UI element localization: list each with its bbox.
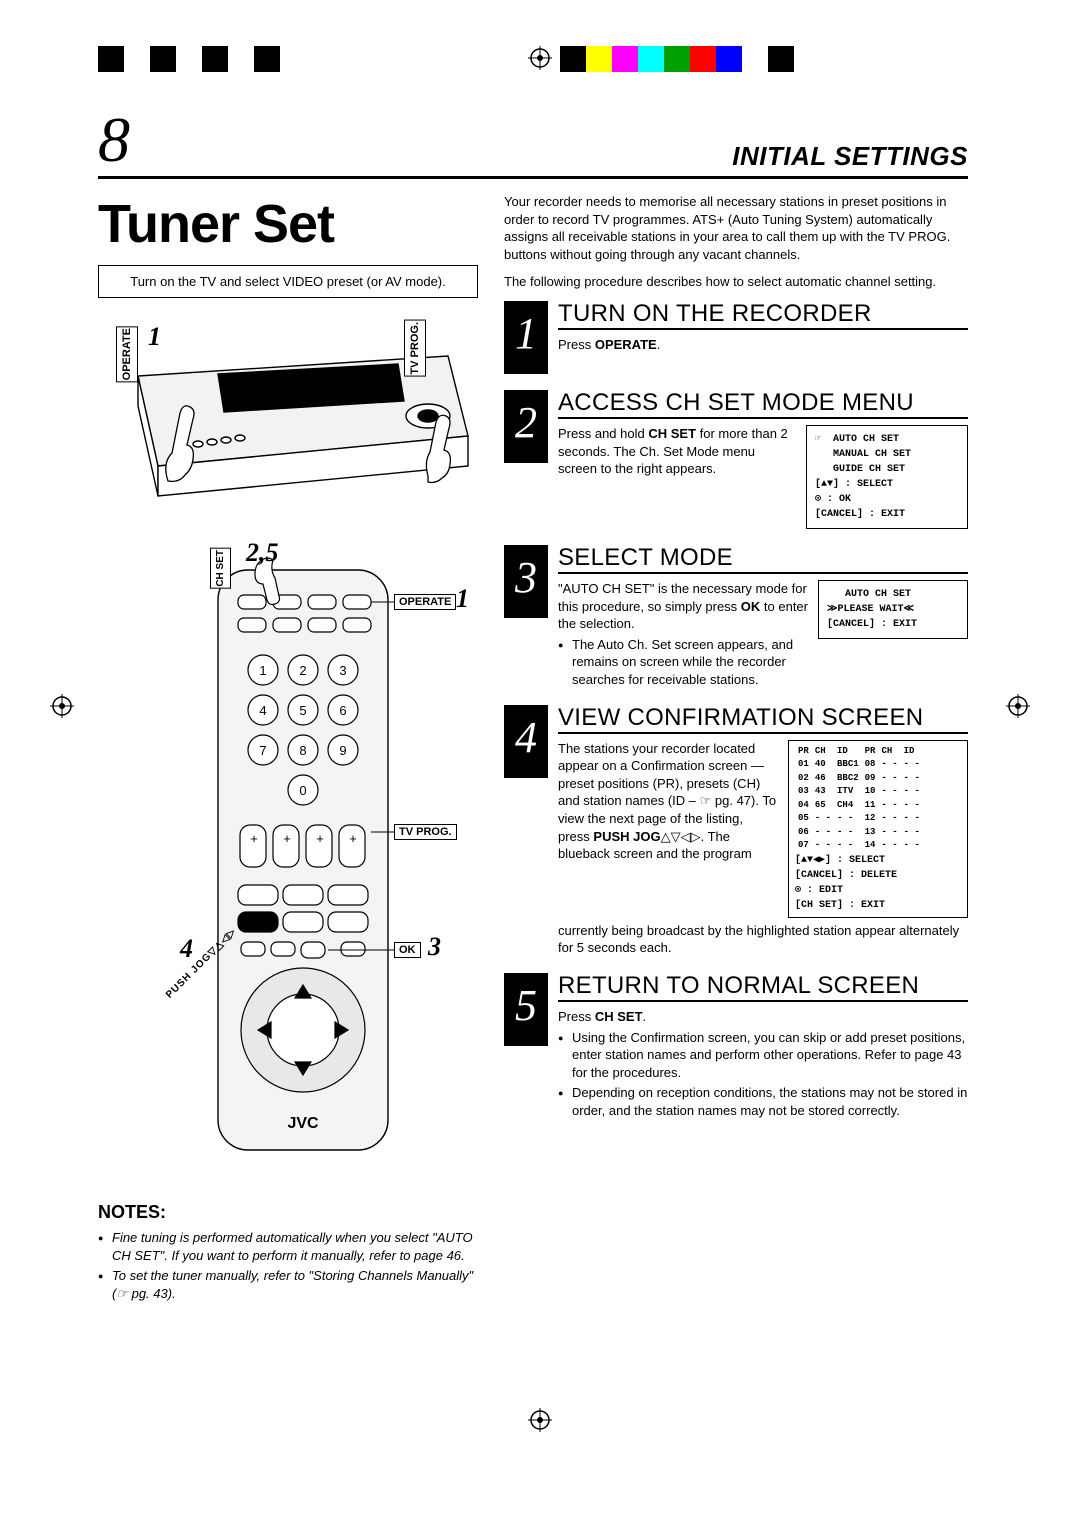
remote-operate-label: OPERATE (394, 594, 456, 610)
intro-paragraph: Your recorder needs to memorise all nece… (504, 193, 968, 263)
remote-ok-label: OK (394, 942, 421, 958)
right-column: Your recorder needs to memorise all nece… (504, 193, 968, 1305)
step-number: 4 (504, 705, 548, 778)
svg-text:5: 5 (299, 703, 306, 718)
table-row: 07- -- -14- -- - (795, 839, 923, 853)
vcr-illustration: OPERATE 1 TV PROG. (98, 316, 478, 516)
bullet-item: Depending on reception conditions, the s… (558, 1084, 968, 1119)
step-3: 3 SELECT MODE "AUTO CH SET" is the neces… (504, 545, 968, 688)
remote-step-operate: 1 (456, 584, 469, 614)
section-header: INITIAL SETTINGS (732, 141, 968, 172)
remote-step-chset: 2,5 (246, 538, 279, 568)
svg-text:0: 0 (299, 783, 306, 798)
step-bullets: The Auto Ch. Set screen appears, and rem… (558, 636, 808, 689)
svg-text:1: 1 (259, 663, 266, 678)
step-text: "AUTO CH SET" is the necessary mode for … (558, 580, 808, 633)
step-5: 5 RETURN TO NORMAL SCREEN Press CH SET. … (504, 973, 968, 1119)
svg-text:4: 4 (259, 703, 266, 718)
svg-text:+: + (250, 831, 258, 846)
svg-text:3: 3 (339, 663, 346, 678)
table-row: 05- -- -12- -- - (795, 812, 923, 826)
notes-item: To set the tuner manually, refer to "Sto… (98, 1267, 478, 1302)
step-text: The stations your recorder located appea… (558, 740, 778, 863)
step-number: 1 (504, 301, 548, 374)
notes-item: Fine tuning is performed automatically w… (98, 1229, 478, 1264)
page-number: 8 (98, 108, 130, 172)
remote-illustration: 1 2 3 4 5 6 7 8 9 0 + + + + JVC (98, 540, 478, 1180)
vcr-tvprog-label: TV PROG. (404, 320, 426, 377)
remote-step-ok: 3 (428, 932, 441, 962)
svg-text:2: 2 (299, 663, 306, 678)
notes-list: Fine tuning is performed automatically w… (98, 1229, 478, 1302)
svg-text:+: + (316, 831, 324, 846)
svg-text:9: 9 (339, 743, 346, 758)
table-row: 06- -- -13- -- - (795, 826, 923, 840)
step-1: 1 TURN ON THE RECORDER Press OPERATE. (504, 301, 968, 374)
remote-tvprog-label: TV PROG. (394, 824, 457, 840)
step-title: SELECT MODE (558, 545, 968, 574)
step-number: 5 (504, 973, 548, 1046)
step-text: Press CH SET. (558, 1008, 968, 1026)
bullet-item: The Auto Ch. Set screen appears, and rem… (558, 636, 808, 689)
remote-step-pushjog: 4 (180, 934, 193, 964)
callout-box: Turn on the TV and select VIDEO preset (… (98, 265, 478, 298)
table-row: 0465CH411- -- - (795, 799, 923, 813)
step-title: ACCESS CH SET MODE MENU (558, 390, 968, 419)
notes-heading: NOTES: (98, 1202, 478, 1223)
page-header: 8 INITIAL SETTINGS (98, 108, 968, 179)
page-content: 8 INITIAL SETTINGS Tuner Set Turn on the… (98, 108, 968, 1305)
step-bullets: Using the Confirmation screen, you can s… (558, 1029, 968, 1120)
step-text: Press and hold CH SET for more than 2 se… (558, 425, 796, 478)
step-2: 2 ACCESS CH SET MODE MENU Press and hold… (504, 390, 968, 529)
osd-auto-chset: AUTO CH SET ≫PLEASE WAIT≪ [CANCEL] : EXI… (818, 580, 968, 639)
vcr-step-1: 1 (148, 322, 161, 352)
table-row: 0246BBC209- -- - (795, 772, 923, 786)
page-title: Tuner Set (98, 193, 478, 255)
step-4: 4 VIEW CONFIRMATION SCREEN The stations … (504, 705, 968, 957)
registration-mark-top (528, 46, 552, 70)
bullet-item: Using the Confirmation screen, you can s… (558, 1029, 968, 1082)
osd-confirmation: PRCHID PRCHID 0140BBC108- -- - 0246BBC20… (788, 740, 968, 918)
step-title: TURN ON THE RECORDER (558, 301, 968, 330)
svg-text:6: 6 (339, 703, 346, 718)
svg-text:8: 8 (299, 743, 306, 758)
left-column: Tuner Set Turn on the TV and select VIDE… (98, 193, 478, 1305)
vcr-operate-label: OPERATE (116, 326, 138, 382)
remote-brand: JVC (287, 1115, 319, 1132)
remote-chset-label: CH SET (210, 548, 231, 589)
step-number: 3 (504, 545, 548, 618)
intro-paragraph: The following procedure describes how to… (504, 273, 968, 291)
svg-text:+: + (283, 831, 291, 846)
station-table: PRCHID PRCHID 0140BBC108- -- - 0246BBC20… (795, 745, 923, 853)
table-row: 0343ITV10- -- - (795, 785, 923, 799)
step-title: VIEW CONFIRMATION SCREEN (558, 705, 968, 734)
svg-text:+: + (349, 831, 357, 846)
step-title: RETURN TO NORMAL SCREEN (558, 973, 968, 1002)
table-row: 0140BBC108- -- - (795, 758, 923, 772)
step-text: Press OPERATE. (558, 336, 968, 354)
step-text: currently being broadcast by the highlig… (558, 922, 968, 957)
registration-mark-right (1006, 694, 1030, 718)
registration-mark-bottom (528, 1408, 552, 1432)
step-number: 2 (504, 390, 548, 463)
registration-mark-left (50, 694, 74, 718)
svg-text:7: 7 (259, 743, 266, 758)
osd-chset-menu: ☞ AUTO CH SET MANUAL CH SET GUIDE CH SET… (806, 425, 968, 529)
